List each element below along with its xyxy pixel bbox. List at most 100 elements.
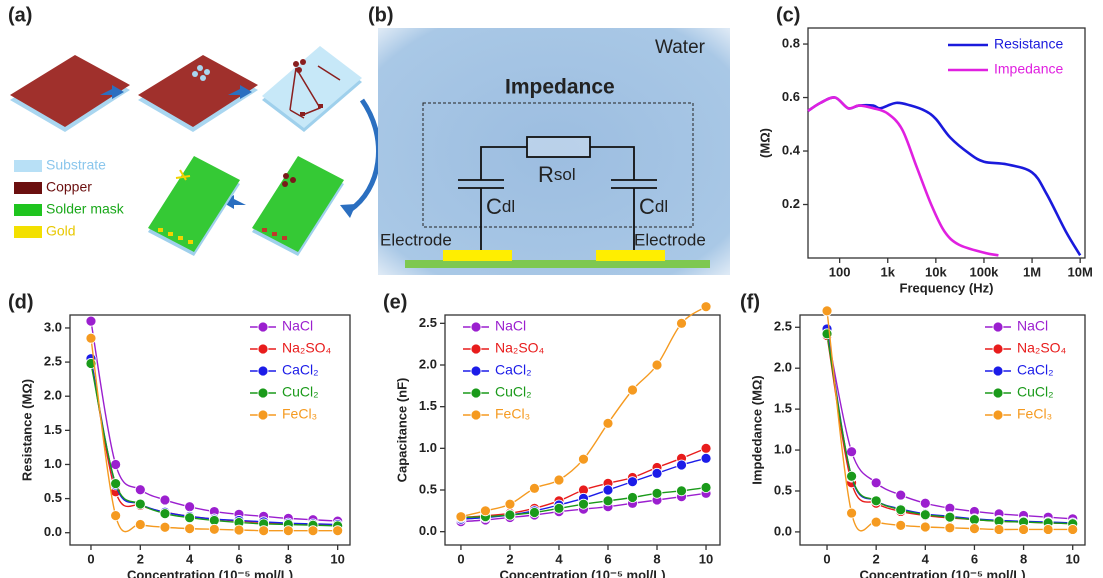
y-tick-label: 0.5 (419, 481, 437, 496)
legend-text: NaCl (282, 318, 313, 334)
data-point (700, 482, 712, 493)
x-tick-label: 100 (829, 264, 851, 279)
data-point (846, 446, 857, 458)
arrow (100, 85, 124, 99)
data-point (993, 524, 1005, 535)
legend-text: Na₂SO₄ (282, 340, 332, 356)
data-point (233, 524, 245, 536)
data-point (895, 519, 907, 531)
data-point (969, 523, 980, 535)
y-axis-label: Resistance (MΩ) (19, 379, 34, 481)
data-point (1042, 524, 1054, 535)
legend-text: Na₂SO₄ (495, 340, 545, 356)
x-tick-label: 6 (604, 551, 611, 566)
data-point (676, 485, 687, 497)
x-tick-label: 10 (699, 551, 713, 566)
legend-text: FeCl₃ (495, 406, 530, 422)
x-axis-label: Concentration (10⁻⁵ mol/L) (127, 567, 293, 578)
legend-marker (257, 365, 269, 377)
data-point (110, 510, 122, 522)
legend-text: CuCl₂ (495, 384, 532, 400)
y-tick-label: 2.5 (419, 315, 437, 330)
x-tick-label: 4 (922, 551, 930, 566)
data-point (895, 489, 907, 501)
label-rsol: Rsol (538, 162, 576, 187)
x-tick-label: 10 (1065, 551, 1079, 566)
legend-text: Na₂SO₄ (1017, 340, 1067, 356)
data-point (969, 514, 980, 526)
legend-marker (470, 321, 482, 333)
legend-marker (257, 387, 269, 399)
x-tick-label: 2 (873, 551, 880, 566)
y-tick-label: 0.2 (782, 196, 800, 211)
y-tick-label: 1.0 (44, 456, 62, 471)
sub: dl (655, 197, 668, 216)
chart: (e) 0 2 4 6 8 10 0.0 0.5 1.0 1.5 2.0 2.5 Concentratio… (383, 291, 721, 578)
water (378, 28, 730, 275)
series-line (807, 96, 999, 257)
data-point (651, 359, 663, 371)
panel-label: (f) (740, 291, 760, 313)
legend-text: Substrate (46, 157, 106, 173)
sub: sol (554, 165, 576, 184)
data-point (919, 497, 931, 509)
panel-label: (a) (8, 4, 32, 26)
x-tick-label: 2 (506, 551, 513, 566)
board-3 (262, 46, 362, 132)
data-point (870, 495, 882, 507)
label-water: Water (655, 37, 706, 58)
arrow (348, 98, 382, 213)
x-tick-label: 1M (1023, 264, 1041, 279)
data-point (1018, 524, 1029, 535)
data-point (258, 525, 270, 537)
y-tick-label: 1.0 (419, 440, 437, 455)
data-point (184, 501, 196, 513)
circuit (458, 136, 657, 250)
x-tick-label: 6 (971, 551, 978, 566)
legend-text: Solder mask (46, 201, 125, 217)
chart: (f) 0 2 4 6 8 10 0.0 0.5 1.0 1.5 2.0 2.5 Concentratio… (740, 291, 1086, 578)
legend-text: CaCl₂ (282, 362, 319, 378)
data-point (944, 511, 956, 523)
data-point (504, 498, 516, 510)
legend-text: CuCl₂ (282, 384, 319, 400)
data-point (208, 523, 220, 535)
swatch (14, 182, 42, 194)
x-axis-label: Concentration (10⁻⁵ mol/L) (499, 567, 665, 578)
legend-text: Resistance (994, 36, 1063, 52)
x-tick-label: 10M (1068, 264, 1093, 279)
legend-marker (992, 343, 1004, 355)
x-tick-label: 4 (186, 551, 194, 566)
arrow (340, 204, 356, 218)
data-point (85, 315, 97, 327)
data-point (159, 508, 171, 520)
x-tick-label: 8 (285, 551, 292, 566)
x-tick-label: 1k (881, 264, 896, 279)
x-tick-label: 0 (457, 551, 464, 566)
data-point (159, 494, 171, 506)
legend-text: CaCl₂ (1017, 362, 1054, 378)
x-tick-label: 8 (1020, 551, 1027, 566)
series-line (826, 328, 1073, 524)
legend-text: Gold (46, 223, 76, 239)
data-point (504, 509, 516, 521)
y-tick-label: 1.5 (774, 401, 792, 416)
plot-frame (444, 314, 721, 546)
legend-text: FeCl₃ (1017, 406, 1052, 422)
x-tick-label: 8 (653, 551, 660, 566)
x-tick-label: 10 (330, 551, 344, 566)
swatch (14, 204, 42, 216)
data-point (282, 525, 294, 537)
data-point (700, 452, 712, 464)
data-point (846, 507, 857, 519)
y-tick-label: 2.5 (44, 354, 62, 369)
data-point (676, 317, 687, 329)
y-tick-label: 3.0 (44, 319, 62, 334)
plot-frame (799, 314, 1086, 546)
dashed-box (422, 102, 694, 228)
y-tick-label: 1.5 (44, 422, 62, 437)
legend-text: NaCl (1017, 318, 1048, 334)
data-point (676, 459, 687, 471)
data-point (627, 492, 638, 503)
